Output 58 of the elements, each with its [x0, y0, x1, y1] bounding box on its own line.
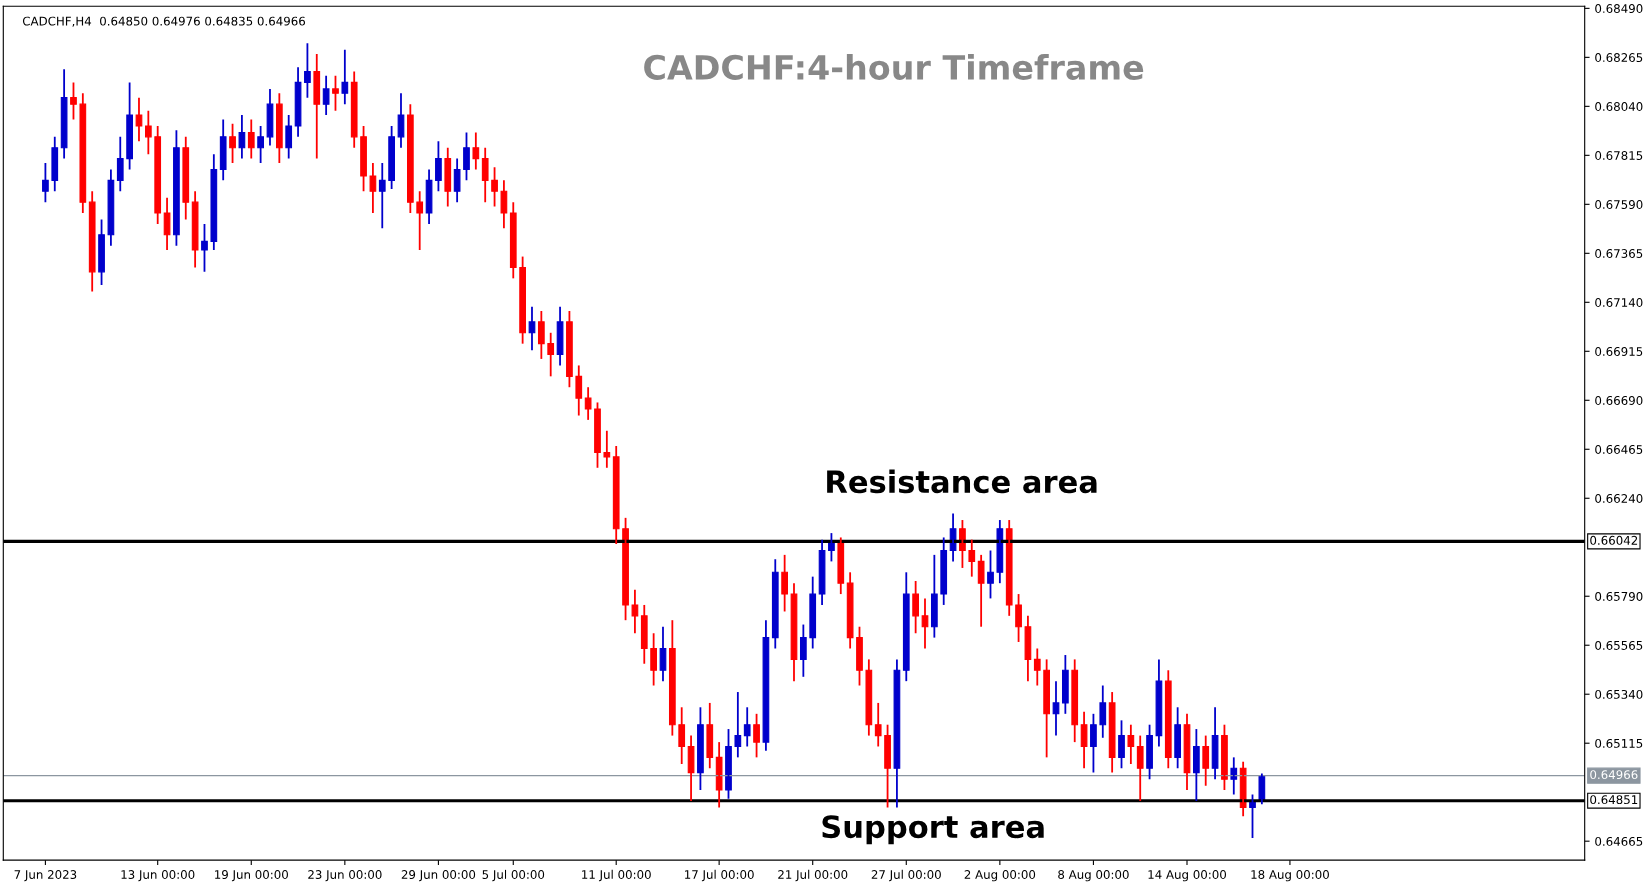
- y-tick-label: 0.65115: [1595, 738, 1643, 748]
- x-tick-label: 21 Jul 00:00: [778, 869, 848, 882]
- y-tick-label: 0.65340: [1595, 689, 1643, 699]
- x-tick-label: 13 Jun 00:00: [121, 870, 195, 882]
- x-tick-label: 29 Jun 00:00: [401, 870, 476, 882]
- x-tick-label: 17 Jul 00:00: [685, 869, 754, 882]
- candlestick: [360, 125, 367, 193]
- y-tick-label: 0.66465: [1595, 445, 1643, 454]
- y-tick-label: 0.67365: [1595, 249, 1643, 258]
- text: CADCHF:4-hour Timeframe: [644, 54, 1144, 80]
- candlestick: [491, 166, 498, 208]
- candlestick: [435, 140, 442, 193]
- y-tick-label: 0.67815: [1595, 151, 1643, 160]
- candlestick: [201, 223, 208, 273]
- y-tick-label: 0.64665: [1595, 836, 1643, 846]
- annotation: Support area: [822, 815, 1044, 845]
- x-tick-label: 7 Jun 2023: [14, 870, 77, 882]
- y-tick-label: 0.66240: [1595, 493, 1643, 503]
- candlestick: [1118, 719, 1125, 770]
- annotation: Resistance area: [827, 469, 1097, 494]
- candlestick: [753, 712, 760, 759]
- ref-line-label: 0.66042: [1590, 535, 1638, 545]
- y-tick-label: 0.66690: [1595, 396, 1643, 405]
- candlestick: [856, 625, 863, 687]
- candlestick: [884, 723, 891, 809]
- x-tick-label: 14 Aug 00:00: [1148, 870, 1227, 882]
- candlestick: [70, 81, 77, 121]
- candlestick: [229, 122, 236, 164]
- x-tick-label: 27 Jul 00:00: [871, 869, 941, 882]
- x-tick-label: 18 Aug 00:00: [1251, 870, 1329, 882]
- ref-line-label: 0.64966: [1590, 770, 1638, 780]
- x-tick-label: 19 Jun 00:00: [215, 870, 288, 882]
- candlestick: [594, 401, 601, 469]
- candlestick: [304, 42, 311, 99]
- y-tick-label: 0.68265: [1595, 53, 1643, 63]
- x-tick-label: 5 Jul 00:00: [482, 869, 545, 882]
- candlestick: [566, 310, 573, 389]
- candlestick: [1090, 712, 1097, 774]
- candlestick: [1015, 593, 1022, 643]
- candlestick: [332, 74, 339, 112]
- y-tick-label: 0.68490: [1595, 4, 1643, 14]
- candlestick: [1146, 723, 1153, 781]
- x-tick-label: 2 Aug 00:00: [964, 870, 1036, 882]
- ref-line-label: 0.64851: [1590, 795, 1638, 805]
- x-tick-label: 8 Aug 00:00: [1058, 870, 1129, 882]
- x-tick-label: 11 Jul 00:00: [582, 869, 651, 882]
- candlestick: [463, 131, 470, 182]
- candlestick: [697, 706, 704, 791]
- candlestick: [987, 549, 994, 600]
- y-tick-label: 0.66915: [1595, 347, 1643, 356]
- candlestick: [42, 162, 49, 204]
- y-tick-label: 0.65565: [1595, 640, 1643, 650]
- annotation: CADCHF,H4 0.64850 0.64976 0.64835 0.64966: [22, 16, 306, 27]
- y-tick-label: 0.67140: [1595, 298, 1643, 307]
- y-tick-label: 0.65790: [1595, 591, 1643, 601]
- x-tick-label: 23 Jun 00:00: [308, 870, 382, 882]
- y-tick-label: 0.67590: [1595, 200, 1643, 209]
- y-tick-label: 0.68040: [1595, 102, 1643, 111]
